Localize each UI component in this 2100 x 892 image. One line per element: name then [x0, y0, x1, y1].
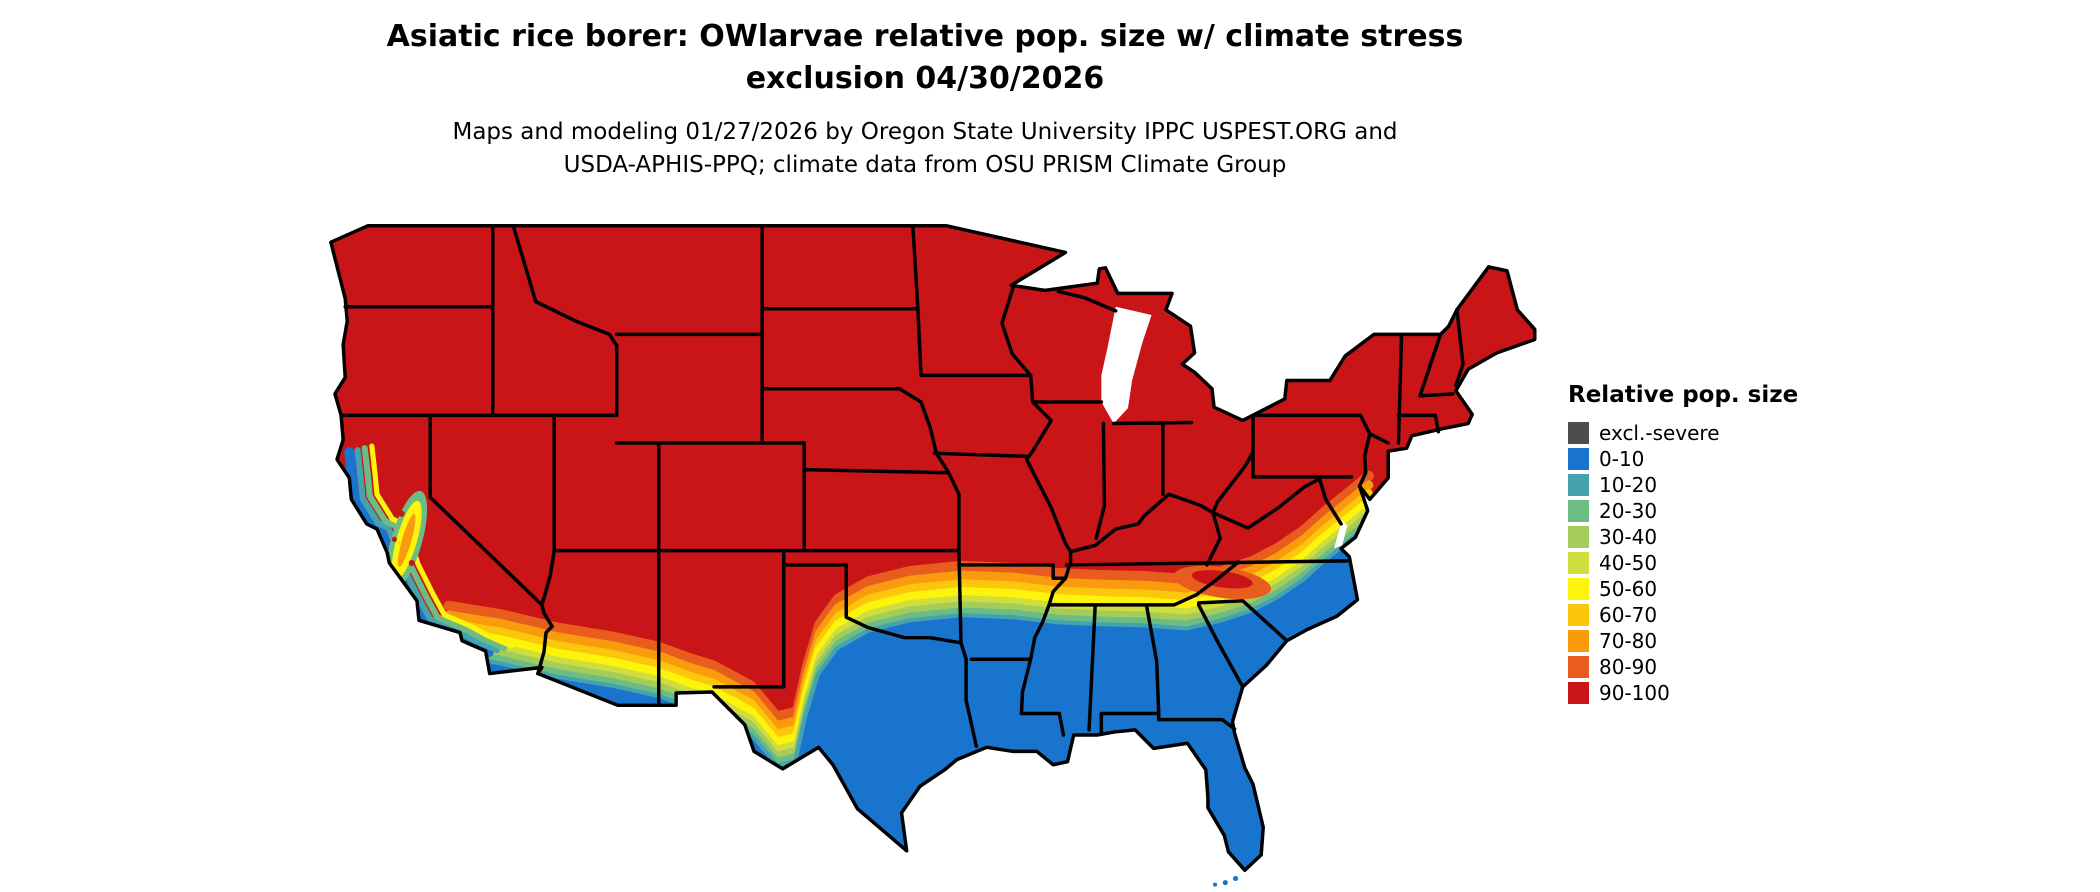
- legend-swatch: [1568, 552, 1589, 574]
- legend-swatch: [1568, 630, 1589, 652]
- legend-swatch: [1568, 578, 1589, 600]
- map-subtitle-line1: Maps and modeling 01/27/2026 by Oregon S…: [452, 119, 1398, 145]
- florida-keys-dot: [1213, 882, 1218, 887]
- legend-item: 10-20: [1568, 472, 1798, 498]
- legend-swatch: [1568, 656, 1589, 678]
- legend-item-label: 10-20: [1599, 473, 1658, 497]
- legend-title: Relative pop. size: [1568, 382, 1799, 408]
- legend: Relative pop. size excl.-severe 0-10 10-…: [1568, 382, 1798, 706]
- legend-item-label: 30-40: [1599, 525, 1658, 549]
- legend-item-label: 70-80: [1599, 629, 1658, 653]
- legend-item: excl.-severe: [1568, 420, 1798, 446]
- us-distribution-map: [329, 224, 1537, 887]
- legend-swatch: [1568, 448, 1589, 470]
- florida-keys-dot: [1222, 880, 1228, 886]
- legend-item: 70-80: [1568, 628, 1798, 654]
- legend-swatch: [1568, 682, 1589, 704]
- legend-item-label: 40-50: [1599, 551, 1658, 575]
- state-borders: [339, 224, 1465, 749]
- legend-item: 40-50: [1568, 550, 1798, 576]
- chesapeake-bay: [1333, 519, 1348, 549]
- legend-item-label: 80-90: [1599, 655, 1658, 679]
- central-valley-70-80: [397, 513, 416, 567]
- legend-swatch: [1568, 500, 1589, 522]
- legend-swatch: [1568, 474, 1589, 496]
- legend-item-label: 50-60: [1599, 577, 1658, 601]
- title-block: Asiatic rice borer: OWlarvae relative po…: [300, 16, 1550, 183]
- florida-keys-dot: [1233, 875, 1239, 882]
- patch-tennessee-90-100: [1191, 570, 1253, 589]
- legend-item: 60-70: [1568, 602, 1798, 628]
- legend-item: 80-90: [1568, 654, 1798, 680]
- map-area: [295, 200, 1545, 892]
- legend-item: 20-30: [1568, 498, 1798, 524]
- legend-item: 50-60: [1568, 576, 1798, 602]
- map-title-line1: Asiatic rice borer: OWlarvae relative po…: [386, 19, 1464, 54]
- legend-item: 0-10: [1568, 446, 1798, 472]
- legend-item-label: 90-100: [1599, 681, 1670, 705]
- speckle-red: [408, 559, 415, 566]
- legend-swatch: [1568, 526, 1589, 548]
- map-subtitle: Maps and modeling 01/27/2026 by Oregon S…: [300, 116, 1550, 183]
- legend-item-label: excl.-severe: [1599, 421, 1720, 445]
- legend-item: 30-40: [1568, 524, 1798, 550]
- speckle-red: [398, 510, 405, 517]
- legend-swatch: [1568, 604, 1589, 626]
- map-subtitle-line2: USDA-APHIS-PPQ; climate data from OSU PR…: [563, 152, 1287, 179]
- legend-item-label: 20-30: [1599, 499, 1658, 523]
- speckle-red: [391, 536, 397, 542]
- map-title-line2: exclusion 04/30/2026: [745, 61, 1105, 96]
- legend-item-label: 0-10: [1599, 447, 1645, 471]
- legend-swatch: [1568, 422, 1589, 444]
- legend-item: 90-100: [1568, 680, 1798, 706]
- us-outline: [329, 224, 1537, 873]
- lake-michigan: [1101, 306, 1152, 424]
- legend-item-label: 60-70: [1599, 603, 1658, 627]
- map-title: Asiatic rice borer: OWlarvae relative po…: [300, 16, 1550, 100]
